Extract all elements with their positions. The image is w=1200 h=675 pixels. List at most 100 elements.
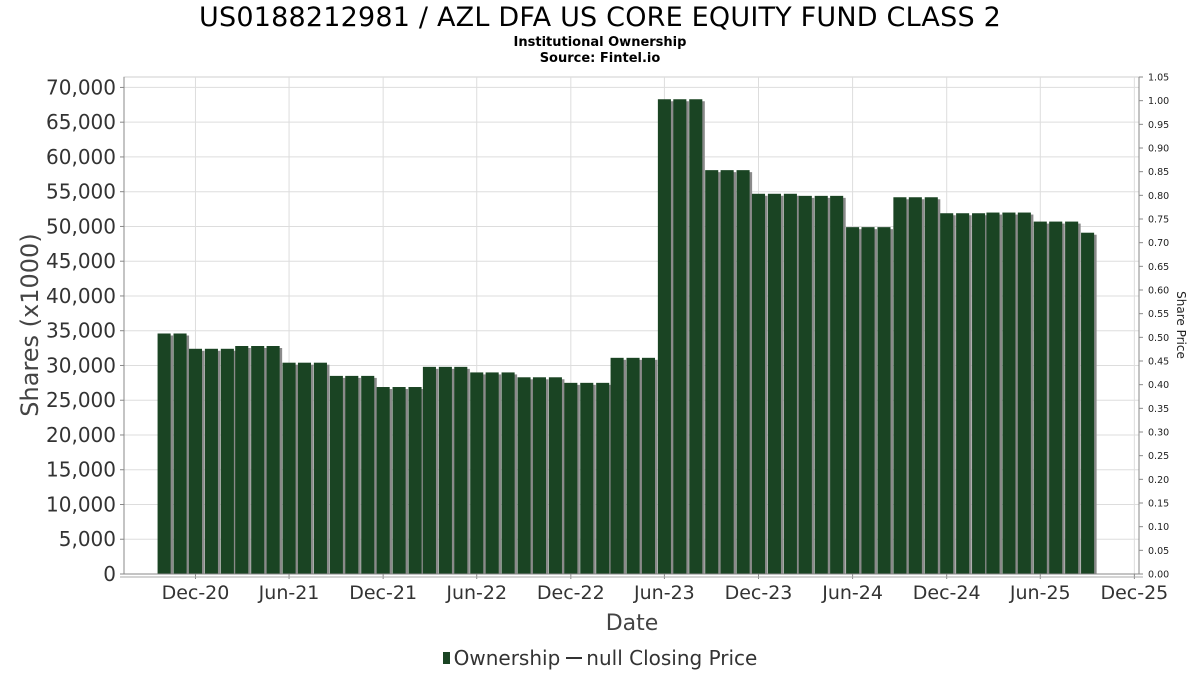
ownership-bar: [736, 170, 750, 575]
ownership-bar: [846, 227, 860, 575]
y-tick-label: 0: [103, 562, 116, 586]
y-tick-label: 55,000: [46, 180, 116, 204]
ownership-legend-swatch: [442, 652, 450, 664]
y2-tick-label: 0.05: [1148, 546, 1169, 557]
y-tick-label: 25,000: [46, 388, 116, 412]
ownership-bar: [751, 193, 766, 574]
y2-tick-label: 0.60: [1148, 286, 1169, 297]
y-tick-label: 60,000: [46, 145, 116, 169]
y2-tick-label: 0.75: [1148, 215, 1169, 226]
y-tick-label: 5,000: [59, 527, 116, 551]
ownership-bar: [422, 366, 436, 574]
ownership-bar: [1033, 221, 1047, 574]
y2-tick-label: 1.00: [1148, 96, 1169, 107]
y2-tick-label: 0.85: [1148, 167, 1169, 178]
x-tick-label: Jun-22: [445, 582, 507, 604]
y2-tick-label: 0.80: [1148, 191, 1169, 202]
ownership-bar: [986, 212, 1000, 574]
ownership-bar: [1002, 212, 1016, 574]
ownership-bar: [532, 377, 546, 574]
ownership-bar: [470, 372, 484, 574]
y-tick-label: 50,000: [46, 214, 116, 238]
y2-tick-label: 0.50: [1148, 333, 1169, 344]
y-tick-label: 40,000: [46, 284, 116, 308]
legend-price-label: null Closing Price: [586, 646, 758, 670]
ownership-bar: [266, 346, 280, 574]
ownership-bar: [689, 99, 703, 575]
y2-tick-label: 0.00: [1148, 570, 1169, 581]
y2-tick-label: 0.70: [1148, 238, 1169, 249]
ownership-bar: [610, 357, 624, 574]
x-tick-label: Dec-25: [1100, 582, 1168, 604]
legend-ownership-label: Ownership: [453, 646, 561, 670]
y-tick-label: 35,000: [46, 319, 116, 343]
price-legend-swatch: [566, 657, 583, 659]
y2-tick-label: 0.45: [1148, 357, 1169, 368]
ownership-bar: [548, 377, 562, 574]
y2-tick-label: 0.20: [1148, 475, 1169, 486]
ownership-bar: [1081, 232, 1095, 574]
ownership-bar: [673, 99, 687, 575]
ownership-bar: [940, 213, 954, 575]
ownership-bar: [1065, 221, 1079, 574]
ownership-bar: [861, 227, 875, 575]
ownership-bar: [1049, 221, 1063, 574]
ownership-bar: [783, 193, 797, 574]
ownership-bar: [972, 213, 986, 575]
ownership-bar: [361, 375, 375, 574]
ownership-bar: [924, 197, 938, 574]
y2-tick-label: 0.35: [1148, 404, 1169, 415]
y-tick-label: 30,000: [46, 353, 116, 377]
ownership-bar: [517, 377, 531, 574]
y-tick-label: 65,000: [46, 110, 116, 134]
ownership-bar: [251, 346, 265, 574]
x-tick-label: Jun-25: [1009, 582, 1071, 604]
ownership-bar: [596, 382, 610, 574]
chart-title: US0188212981 / AZL DFA US CORE EQUITY FU…: [199, 2, 1001, 33]
x-tick-label: Dec-22: [537, 582, 605, 604]
ownership-bar: [626, 357, 640, 574]
ownership-bar: [345, 375, 359, 574]
ownership-bar: [188, 348, 203, 574]
ownership-bar: [705, 170, 719, 575]
ownership-bar: [798, 195, 812, 575]
y2-tick-label: 0.30: [1148, 428, 1169, 439]
ownership-bar: [814, 195, 828, 575]
ownership-bar: [580, 382, 594, 574]
ownership-bar: [438, 366, 452, 574]
ownership-bar: [454, 366, 468, 574]
y-tick-label: 15,000: [46, 458, 116, 482]
y2-tick-label: 0.25: [1148, 451, 1169, 462]
ownership-bar: [720, 170, 734, 575]
ownership-bar: [173, 333, 187, 574]
ownership-bar: [392, 387, 406, 574]
ownership-bar: [282, 362, 296, 574]
x-axis-title: Date: [606, 611, 659, 636]
chart-subtitle: Institutional Ownership: [513, 35, 687, 50]
x-tick-label: Jun-24: [821, 582, 883, 604]
ownership-bar: [297, 362, 312, 574]
y2-tick-label: 0.65: [1148, 262, 1169, 273]
ownership-bar: [956, 213, 970, 575]
ownership-bar: [235, 346, 249, 574]
y-axis-title: Shares (x1000): [16, 233, 44, 416]
ownership-bars: [157, 99, 1097, 575]
ownership-bar: [830, 195, 844, 575]
y2-tick-label: 0.40: [1148, 380, 1169, 391]
ownership-bar: [329, 375, 343, 574]
chart-plot: 0 5,000 10,000 15,000 20,000 25,000 30,000 35,0…: [16, 73, 1188, 637]
x-tick-label: Dec-23: [725, 582, 793, 604]
ownership-bar: [767, 193, 781, 574]
x-tick-label: Dec-20: [162, 582, 230, 604]
ownership-bar: [564, 382, 578, 574]
ownership-bar: [408, 387, 422, 574]
y-tick-label: 10,000: [46, 492, 116, 516]
ownership-bar: [157, 333, 171, 574]
x-tick-label: Dec-21: [349, 582, 417, 604]
y-tick-label: 45,000: [46, 249, 116, 273]
ownership-bar: [501, 372, 515, 574]
x-tick-label: Dec-24: [913, 582, 981, 604]
ownership-bar: [893, 197, 907, 574]
y-tick-label: 70,000: [46, 75, 116, 99]
axes: 0 5,000 10,000 15,000 20,000 25,000 30,000 35,0…: [46, 73, 1169, 605]
